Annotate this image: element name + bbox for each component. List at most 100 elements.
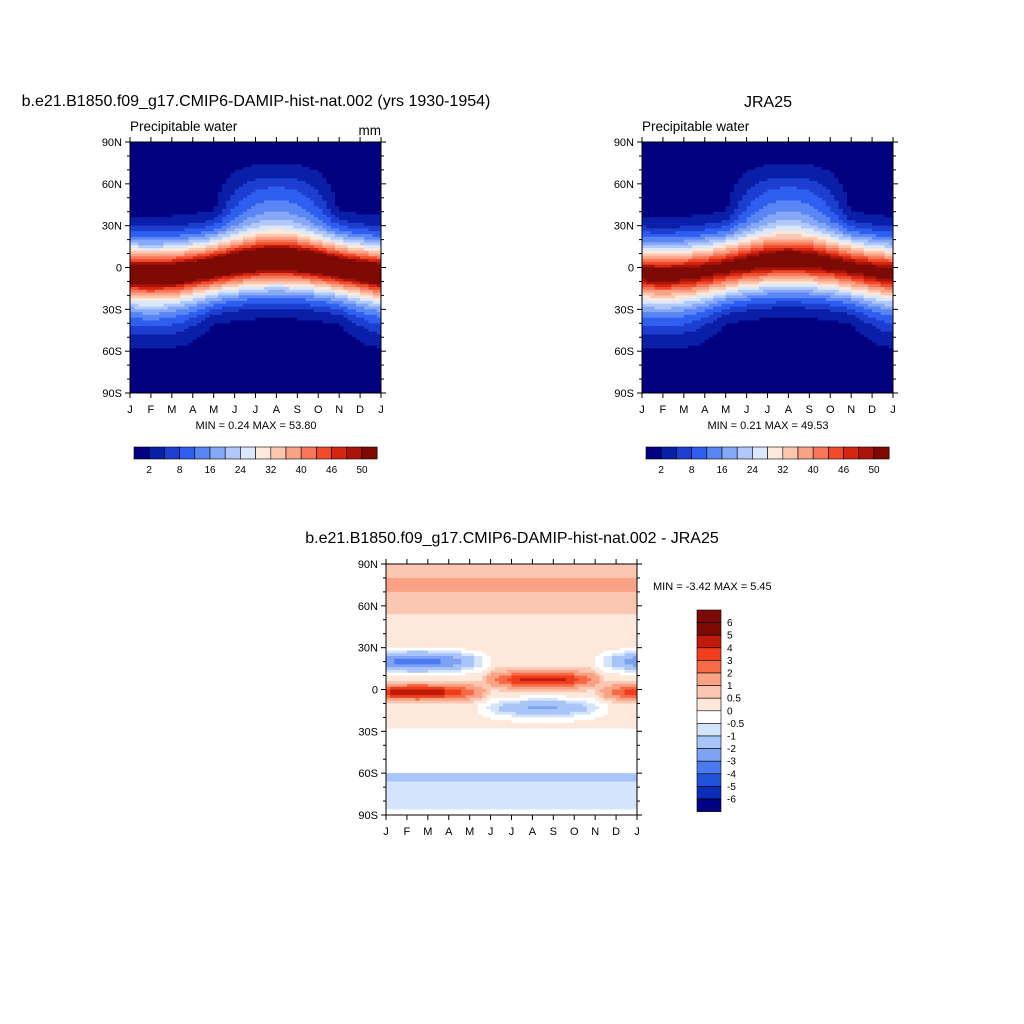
field-cell <box>297 228 303 232</box>
field-cell <box>263 348 269 352</box>
field-cell <box>360 197 365 202</box>
field-cell <box>201 181 206 185</box>
field-cell <box>268 220 273 224</box>
field-cell <box>134 323 139 327</box>
field-cell <box>293 362 298 366</box>
field-cell <box>364 250 370 255</box>
field-cell <box>376 275 381 280</box>
field-cell <box>130 314 135 319</box>
field-cell <box>163 211 169 216</box>
field-cell <box>150 178 156 182</box>
field-cell <box>150 331 156 336</box>
field-cell <box>163 236 169 241</box>
field-cell <box>309 367 315 372</box>
field-cell <box>167 242 173 246</box>
field-cell <box>142 197 148 202</box>
field-cell <box>376 300 381 305</box>
field-cell <box>247 245 252 249</box>
field-cell <box>372 351 378 355</box>
field-cell <box>268 253 273 257</box>
field-cell <box>234 194 240 199</box>
field-cell <box>276 362 282 366</box>
field-cell <box>272 331 278 336</box>
field-cell <box>196 250 202 255</box>
field-cell <box>280 353 286 358</box>
field-cell <box>297 323 303 327</box>
field-cell <box>276 284 282 288</box>
field-cell <box>297 222 303 227</box>
field-cell <box>263 250 269 255</box>
field-cell <box>184 189 190 193</box>
field-cell <box>288 273 294 277</box>
field-cell <box>205 314 211 319</box>
field-cell <box>360 153 365 157</box>
field-cell <box>176 155 181 160</box>
field-cell <box>142 298 148 302</box>
field-cell <box>343 164 349 168</box>
field-cell <box>355 273 361 277</box>
field-cell <box>222 153 227 157</box>
field-cell <box>188 183 194 188</box>
field-cell <box>167 155 173 160</box>
field-cell <box>138 292 144 296</box>
field-cell <box>163 247 169 252</box>
field-cell <box>134 225 139 230</box>
field-cell <box>259 206 265 210</box>
field-cell <box>155 264 160 269</box>
field-cell <box>318 247 324 252</box>
field-cell <box>142 353 148 358</box>
field-cell <box>159 359 165 363</box>
field-cell <box>268 292 273 296</box>
field-cell <box>217 167 223 171</box>
field-cell <box>192 239 198 243</box>
field-cell <box>272 178 278 182</box>
field-cell <box>330 256 336 260</box>
field-cell <box>343 300 349 305</box>
field-cell <box>372 183 378 188</box>
field-cell <box>184 172 190 177</box>
field-cell <box>360 264 365 269</box>
field-cell <box>372 337 378 341</box>
field-cell <box>155 189 160 193</box>
field-cell <box>138 220 144 224</box>
field-cell <box>234 345 240 349</box>
field-cell <box>226 220 231 224</box>
field-cell <box>247 292 252 296</box>
field-cell <box>230 303 236 308</box>
field-cell <box>334 365 340 369</box>
field-cell <box>171 373 177 377</box>
field-cell <box>176 309 181 313</box>
field-cell <box>297 303 303 308</box>
field-cell <box>142 267 148 271</box>
field-cell <box>217 337 223 341</box>
field-cell <box>217 273 223 277</box>
field-cell <box>268 242 273 246</box>
field-cell <box>171 267 177 271</box>
field-cell <box>368 284 374 288</box>
field-cell <box>251 337 257 341</box>
field-cell <box>334 359 340 363</box>
field-cell <box>205 155 211 160</box>
field-cell <box>334 186 340 191</box>
field-cell <box>130 150 135 154</box>
field-cell <box>142 247 148 252</box>
field-cell <box>155 144 160 149</box>
field-cell <box>284 312 290 316</box>
field-cell <box>209 200 215 204</box>
field-cell <box>184 273 190 277</box>
field-cell <box>230 348 236 352</box>
field-cell <box>184 320 190 324</box>
field-cell <box>272 217 278 221</box>
field-cell <box>238 220 244 224</box>
field-cell <box>276 317 282 322</box>
field-cell <box>322 359 328 363</box>
field-cell <box>259 300 265 305</box>
field-cell <box>276 340 282 344</box>
field-cell <box>138 309 144 313</box>
field-cell <box>272 351 278 355</box>
field-cell <box>255 220 261 224</box>
field-cell <box>372 370 378 375</box>
field-cell <box>247 181 252 185</box>
field-cell <box>355 206 361 210</box>
